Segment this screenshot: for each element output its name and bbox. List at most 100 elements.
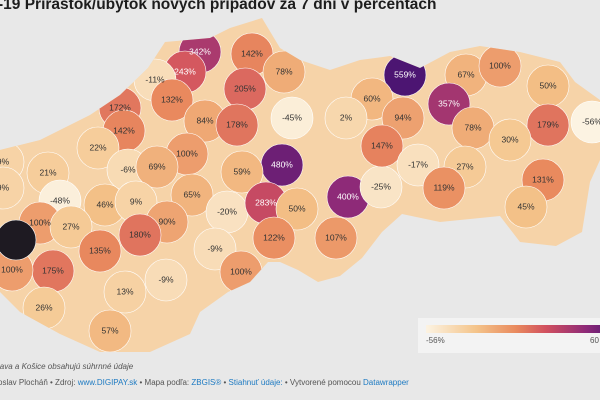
district-region[interactable]	[314, 216, 358, 260]
district-label: 9%	[130, 196, 143, 206]
district-label: 65%	[183, 189, 200, 199]
district-region[interactable]	[252, 216, 296, 260]
district-label: 22%	[89, 142, 106, 152]
district-label: 132%	[161, 94, 183, 104]
district-region[interactable]	[215, 103, 259, 147]
district-label: 205%	[234, 83, 256, 93]
district-label: 400%	[337, 191, 359, 201]
district-label: 94%	[394, 112, 411, 122]
map-source-link[interactable]: ZBGIS®	[191, 378, 222, 387]
color-legend: -56% 60	[418, 318, 600, 353]
district-label: 26%	[35, 302, 52, 312]
district-label: 107%	[325, 232, 347, 242]
district-label: 9%	[0, 156, 10, 166]
district-label: -9%	[207, 243, 223, 253]
credits-author: oslav Plocháň • Zdroj:	[0, 378, 78, 387]
credits-map-text: • Mapa podľa:	[137, 378, 192, 387]
district-region[interactable]	[76, 126, 120, 170]
district-region[interactable]	[220, 150, 264, 194]
district-label: 179%	[537, 119, 559, 129]
district-label: 46%	[96, 199, 113, 209]
district-label: 147%	[371, 140, 393, 150]
district-region[interactable]	[78, 229, 122, 273]
district-label: 69%	[148, 161, 165, 171]
credits-line: oslav Plocháň • Zdroj: www.DIGIPAY.sk • …	[0, 378, 409, 387]
district-region[interactable]	[422, 166, 466, 210]
district-label: 27%	[62, 221, 79, 231]
download-data-link[interactable]: Stiahnuť údaje:	[228, 378, 283, 387]
district-label: 559%	[394, 69, 416, 79]
district-label: 100%	[1, 264, 23, 274]
district-label: 180%	[129, 229, 151, 239]
district-label: 27%	[456, 161, 473, 171]
district-label: 57%	[101, 325, 118, 335]
district-region[interactable]	[275, 187, 319, 231]
district-region[interactable]	[504, 185, 548, 229]
district-label: 142%	[241, 48, 263, 58]
district-label: 50%	[288, 203, 305, 213]
district-region[interactable]	[118, 213, 162, 257]
district-label: 243%	[174, 66, 196, 76]
district-label: 78%	[464, 122, 481, 132]
district-region[interactable]	[150, 78, 194, 122]
footnote: lava a Košice obsahujú súhrnné údaje	[0, 362, 134, 371]
legend-min-label: -56%	[426, 336, 445, 345]
district-region[interactable]	[144, 258, 188, 302]
district-region[interactable]	[170, 173, 214, 217]
district-label: 357%	[438, 98, 460, 108]
district-label: -17%	[408, 159, 428, 169]
district-label: 131%	[532, 174, 554, 184]
district-label: 67%	[457, 69, 474, 79]
district-region[interactable]	[488, 118, 532, 162]
district-region[interactable]	[526, 103, 570, 147]
district-label: 60%	[363, 93, 380, 103]
district-label: -20%	[217, 206, 237, 216]
district-region[interactable]	[0, 219, 37, 261]
legend-max-label: 60	[590, 336, 599, 345]
district-label: 172%	[109, 102, 131, 112]
district-region[interactable]	[262, 50, 306, 94]
district-region[interactable]	[88, 309, 132, 352]
district-label: -25%	[371, 181, 391, 191]
district-label: 342%	[189, 46, 211, 56]
district-region[interactable]	[270, 96, 314, 140]
district-label: 135%	[89, 245, 111, 255]
district-label: 100%	[176, 148, 198, 158]
district-label: 90%	[158, 216, 175, 226]
district-label: 178%	[226, 119, 248, 129]
district-label: 21%	[39, 167, 56, 177]
datawrapper-link[interactable]: Datawrapper	[363, 378, 409, 387]
credits-made-text: • Vytvorené pomocou	[282, 378, 364, 387]
district-label: 30%	[501, 134, 518, 144]
district-region[interactable]	[360, 124, 404, 168]
district-label: 480%	[271, 159, 293, 169]
district-label: 45%	[517, 201, 534, 211]
district-label: -6%	[120, 164, 136, 174]
district-label: 2%	[340, 112, 353, 122]
district-label: 13%	[116, 286, 133, 296]
district-label: 100%	[489, 60, 511, 70]
district-region[interactable]	[49, 205, 93, 249]
district-region[interactable]	[0, 166, 25, 210]
district-label: 142%	[113, 125, 135, 135]
district-region[interactable]	[570, 100, 600, 144]
source-link[interactable]: www.DIGIPAY.sk	[77, 378, 138, 387]
district-region[interactable]	[135, 145, 179, 189]
district-region[interactable]	[324, 96, 368, 140]
legend-gradient-bar	[426, 325, 600, 333]
district-label: -11%	[145, 74, 165, 84]
district-label: -45%	[282, 112, 302, 122]
district-label: 283%	[255, 197, 277, 207]
district-label: 100%	[29, 217, 51, 227]
district-label: -9%	[158, 274, 174, 284]
district-region[interactable]	[103, 270, 147, 314]
district-label: 175%	[42, 265, 64, 275]
district-label: 9%	[0, 182, 10, 192]
district-label: -48%	[50, 195, 70, 205]
district-label: 100%	[230, 266, 252, 276]
district-label: 59%	[233, 166, 250, 176]
chart-title: -19 Prírastok/úbytok nových prípadov za …	[0, 0, 437, 13]
district-label: 84%	[196, 115, 213, 125]
district-label: 50%	[539, 80, 556, 90]
